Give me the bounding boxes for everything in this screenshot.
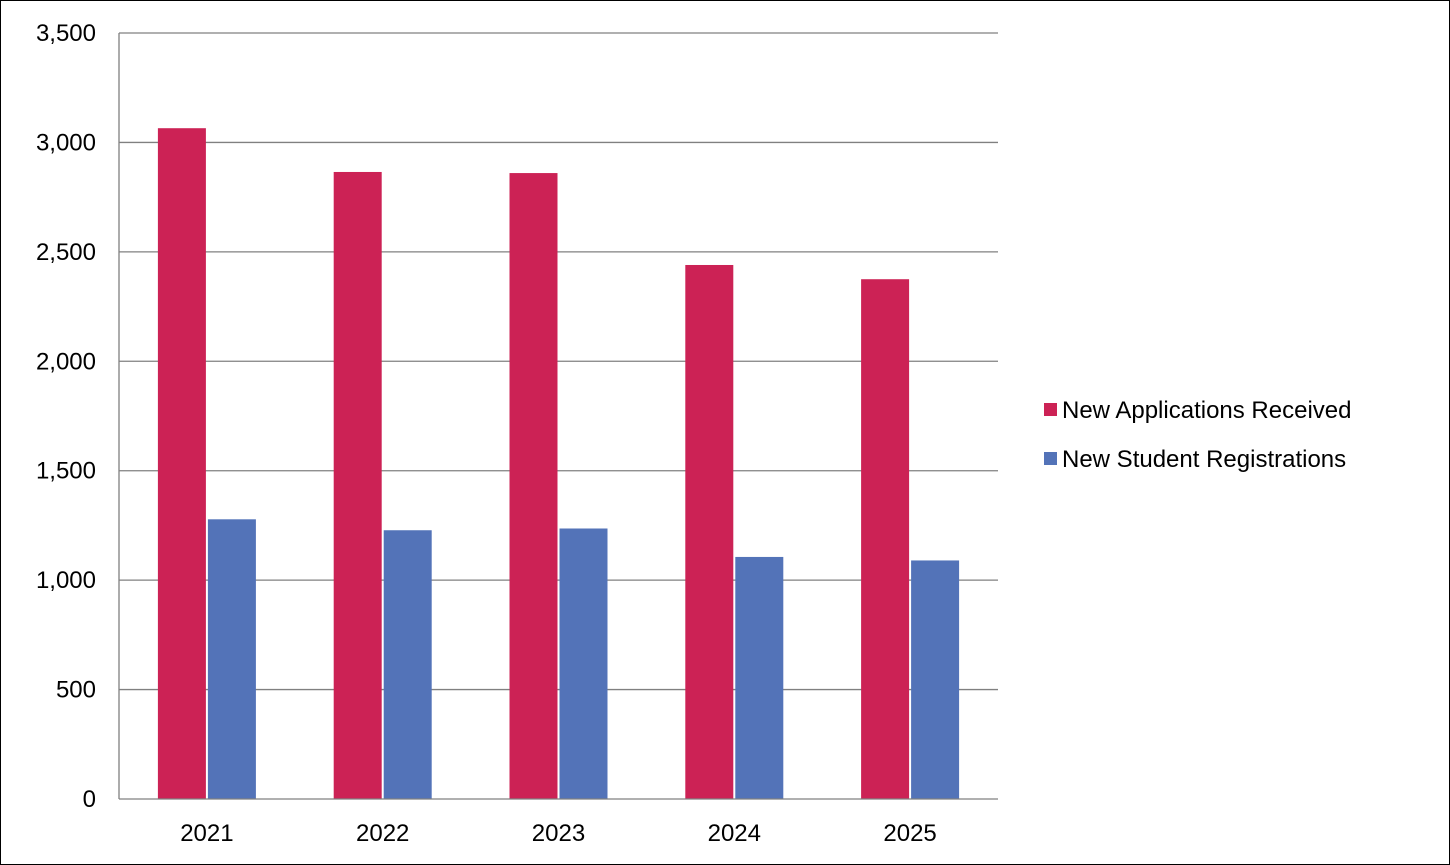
bar-registrations-2024: [735, 556, 784, 799]
bar-registrations-2023: [559, 528, 608, 799]
y-tick-label: 3,000: [36, 129, 96, 156]
legend-label: New Applications Received: [1062, 397, 1352, 424]
bar-applications-2022: [333, 171, 382, 799]
y-tick-label: 500: [56, 677, 96, 704]
legend-swatch: [1044, 403, 1057, 416]
legend-swatch: [1044, 452, 1057, 465]
y-tick-label: 0: [83, 786, 96, 813]
bar-applications-2025: [861, 279, 910, 799]
x-tick-label: 2025: [883, 820, 936, 847]
y-tick-label: 2,500: [36, 239, 96, 266]
y-tick-label: 1,500: [36, 458, 96, 485]
bar-registrations-2021: [207, 519, 256, 799]
bar-applications-2024: [685, 264, 734, 799]
x-tick-label: 2023: [532, 820, 585, 847]
bar-registrations-2025: [911, 560, 960, 799]
bar-registrations-2022: [383, 530, 432, 799]
x-tick-label: 2021: [180, 820, 233, 847]
bar-applications-2021: [157, 128, 206, 799]
legend-label: New Student Registrations: [1062, 446, 1346, 473]
y-tick-label: 2,000: [36, 348, 96, 375]
bar-applications-2023: [509, 173, 558, 799]
y-tick-label: 1,000: [36, 567, 96, 594]
y-tick-label: 3,500: [36, 20, 96, 47]
x-tick-label: 2022: [356, 820, 409, 847]
x-tick-label: 2024: [708, 820, 761, 847]
